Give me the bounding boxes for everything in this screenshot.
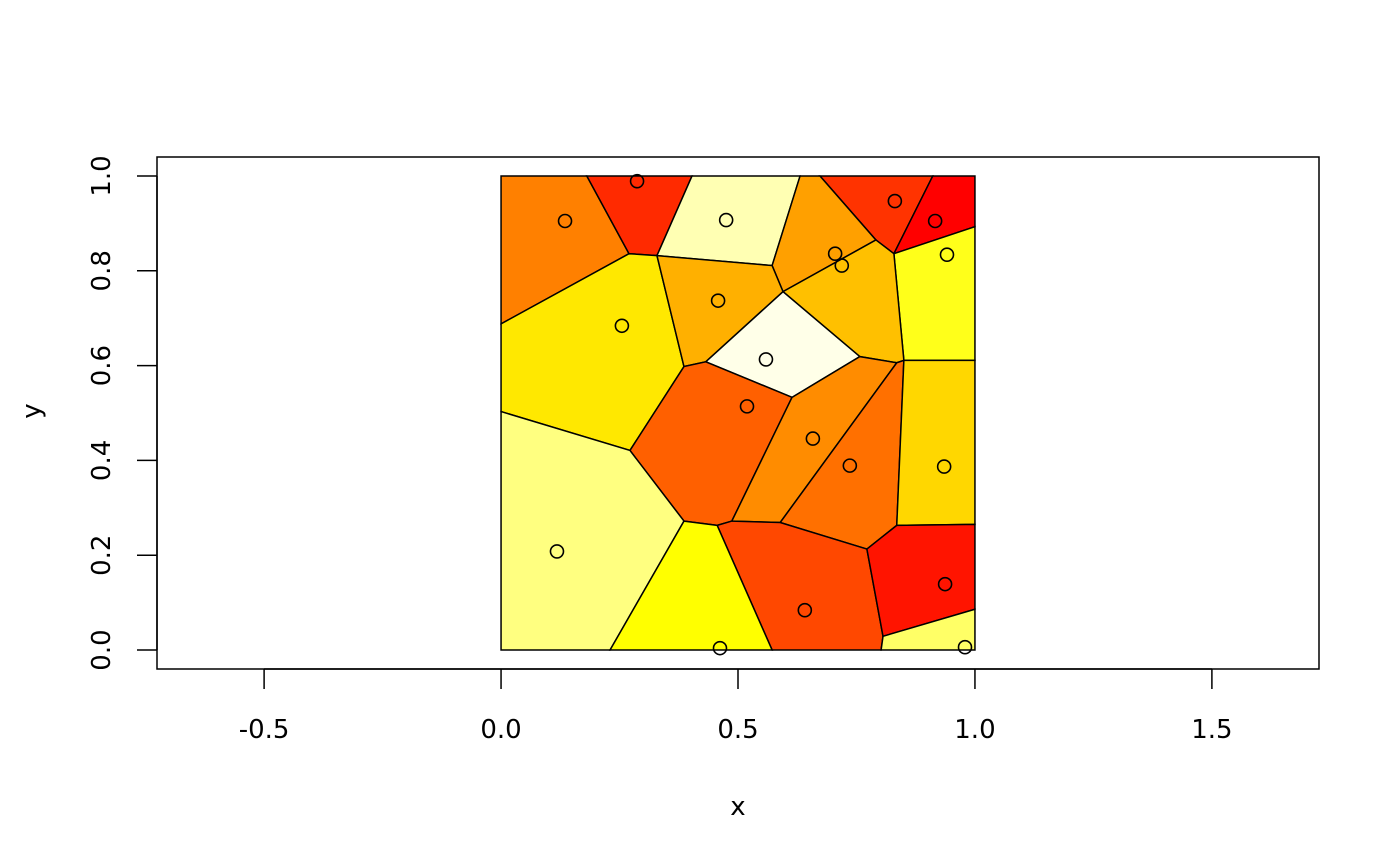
point — [805, 431, 821, 446]
point — [712, 640, 728, 656]
voronoi-cell — [880, 608, 976, 651]
voronoi-cell — [895, 359, 976, 527]
point — [797, 602, 813, 618]
point — [939, 247, 955, 262]
y-tick-label: 0.0 — [87, 629, 117, 670]
point — [842, 458, 858, 473]
point — [557, 213, 573, 229]
point — [827, 246, 843, 262]
point — [614, 318, 630, 334]
point — [927, 213, 943, 229]
y-axis-label: y — [17, 403, 47, 418]
point — [710, 293, 726, 308]
x-tick-label: 1.5 — [1191, 715, 1232, 745]
point — [936, 459, 952, 474]
y-tick-label: 1.0 — [87, 155, 117, 196]
point — [834, 258, 850, 273]
point — [758, 352, 774, 367]
x-tick-label: 0.5 — [717, 715, 758, 745]
voronoi-cell — [866, 523, 976, 638]
voronoi-cell — [608, 520, 774, 651]
point — [718, 212, 734, 228]
point — [549, 544, 565, 559]
x-axis-label: x — [730, 792, 745, 822]
x-tick-label: 1.0 — [954, 715, 995, 745]
point — [957, 639, 973, 655]
x-tick-label: 0.0 — [480, 715, 521, 745]
point — [739, 399, 755, 414]
point — [629, 173, 645, 189]
y-tick-label: 0.8 — [87, 250, 117, 291]
y-tick-label: 0.2 — [87, 535, 117, 576]
y-tick-label: 0.6 — [87, 345, 117, 386]
point — [887, 193, 903, 209]
y-tick-label: 0.4 — [87, 440, 117, 481]
point — [937, 576, 953, 592]
x-tick-label: -0.5 — [239, 715, 290, 745]
